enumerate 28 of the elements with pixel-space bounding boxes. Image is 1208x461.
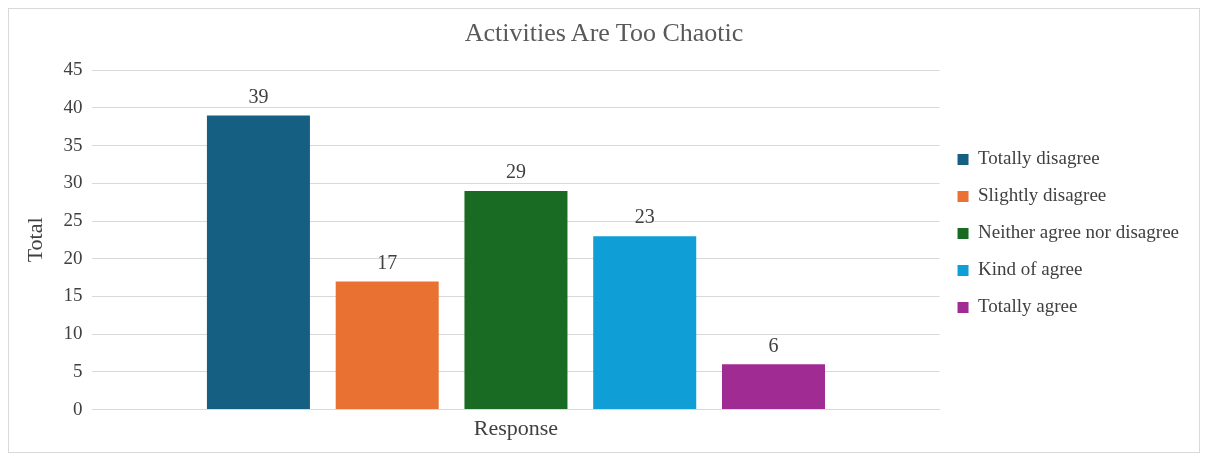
data-label: 6 (768, 333, 779, 356)
y-tick-label: 20 (63, 246, 83, 268)
data-label: 39 (248, 84, 269, 107)
y-tick-label: 5 (72, 359, 83, 381)
y-axis-title: Total (21, 217, 47, 263)
bar (335, 281, 439, 410)
bar (206, 115, 310, 410)
y-tick-label: 30 (63, 171, 83, 193)
y-tick-label: 45 (63, 58, 83, 80)
data-label: 17 (377, 250, 398, 273)
y-tick-label: 10 (63, 322, 83, 344)
y-tick-label: 25 (63, 209, 83, 231)
y-tick-label: 40 (63, 95, 83, 117)
data-label: 29 (505, 160, 526, 183)
legend-label: Kind of agree (978, 258, 1083, 280)
data-label: 23 (634, 205, 655, 228)
legend-label: Totally disagree (978, 147, 1100, 169)
bar (721, 364, 825, 410)
y-tick-label: 0 (72, 397, 83, 419)
y-tick-label: 35 (63, 133, 83, 155)
y-tick-label: 15 (63, 284, 83, 306)
chart-title: Activities Are Too Chaotic (464, 18, 744, 48)
bar (593, 236, 697, 410)
legend-label: Slightly disagree (978, 184, 1107, 206)
legend-label: Totally agree (978, 295, 1078, 317)
legend-label: Neither agree nor disagree (978, 221, 1180, 243)
bar (464, 190, 568, 410)
x-tick-label: Response (473, 414, 559, 440)
